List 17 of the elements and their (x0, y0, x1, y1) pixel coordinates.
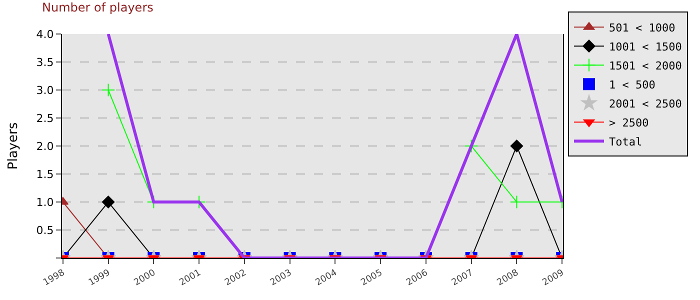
y-tick-label: 0.5 (36, 224, 54, 237)
y-tick-label: 4.0 (36, 28, 54, 41)
legend-label: 1001 < 1500 (609, 40, 682, 54)
y-tick-label: 2.0 (36, 140, 54, 153)
y-tick-label: 2.5 (36, 112, 54, 125)
legend-label: > 2500 (609, 116, 649, 130)
legend-label: 1 < 500 (609, 78, 656, 92)
y-tick-label: 1.0 (36, 196, 54, 209)
legend-label: 2001 < 2500 (609, 97, 682, 110)
y-tick-label: 3.5 (36, 56, 54, 69)
legend-label: 501 < 1000 (609, 21, 676, 34)
chart-title: Number of players (42, 0, 154, 14)
y-tick-label: 1.5 (36, 168, 54, 181)
y-tick-label: 3.0 (36, 84, 54, 97)
legend-label: 1501 < 2000 (609, 59, 682, 72)
legend-label: Total (609, 135, 642, 148)
y-axis-title: Players (6, 122, 22, 170)
